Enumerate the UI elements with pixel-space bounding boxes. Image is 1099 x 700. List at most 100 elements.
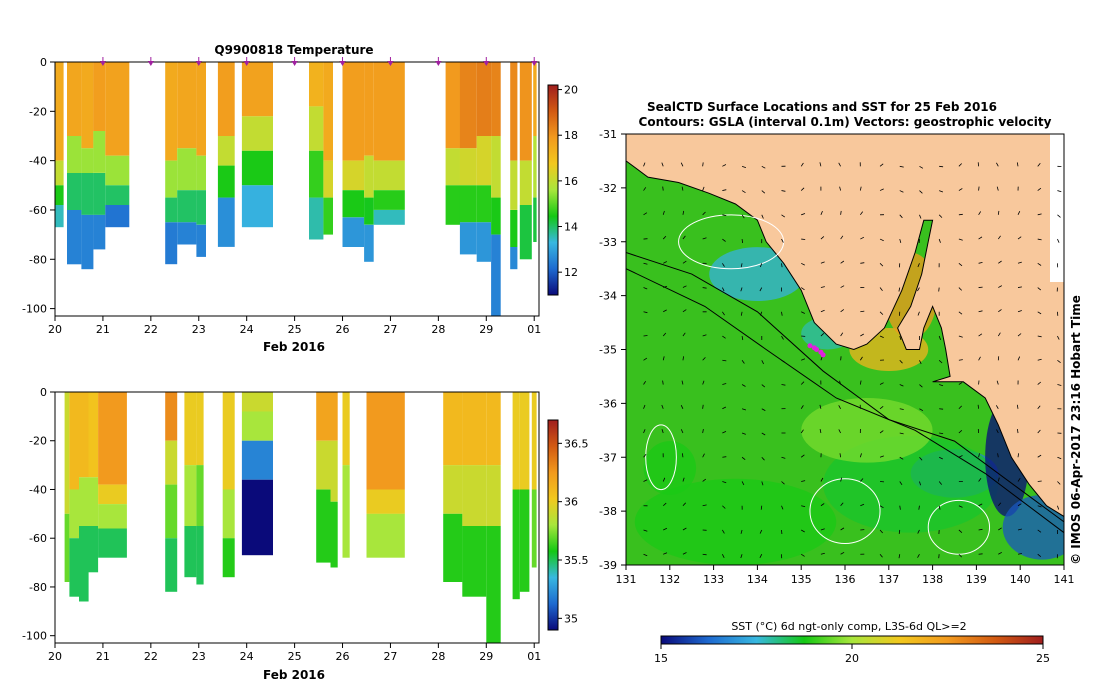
x-tick-label: 24 <box>240 650 254 663</box>
profile-segment <box>242 392 273 412</box>
profile-segment <box>533 198 536 242</box>
profile-segment <box>177 222 196 244</box>
profile-segment <box>323 161 333 198</box>
profile-segment <box>105 62 129 156</box>
sst-map-chart: SealCTD Surface Locations and SST for 25… <box>599 100 1083 665</box>
seal-position <box>807 343 812 348</box>
profile-segment <box>446 62 460 148</box>
x-tick-label: 21 <box>96 323 110 336</box>
figure-canvas: Q9900818 Temperature 20 21 22 23 24 25 26 27 28 2… <box>0 0 1099 700</box>
profile-segment <box>67 173 81 210</box>
profile-segment <box>105 156 129 186</box>
profile-segment <box>343 465 350 558</box>
x-tick-label: 141 <box>1054 573 1075 586</box>
velocity-vector <box>722 457 726 458</box>
profile-segment <box>98 392 127 485</box>
profile-segment <box>218 198 235 247</box>
x-tick-label: 21 <box>96 650 110 663</box>
profile-segment <box>460 62 477 148</box>
y-tick-label: 0 <box>40 56 47 69</box>
profile-segment <box>89 392 99 477</box>
profile-segment <box>55 62 64 161</box>
profile-segment <box>460 148 477 185</box>
profile-segment <box>316 490 330 563</box>
profile-segment <box>184 465 196 526</box>
colorbar-tick-label: 12 <box>564 266 578 279</box>
profile-segment <box>242 185 273 227</box>
x-tick-label: 138 <box>922 573 943 586</box>
profile-segment <box>105 205 129 227</box>
profile-segment <box>532 392 537 490</box>
x-tick-label: 28 <box>431 323 445 336</box>
x-tick-label: 132 <box>659 573 680 586</box>
profile-segment <box>316 441 330 490</box>
x-tick-label: 25 <box>288 650 302 663</box>
profile-segment <box>374 210 405 225</box>
x-tick-label: 133 <box>703 573 724 586</box>
profile-segment <box>491 136 501 198</box>
velocity-vector <box>644 336 648 337</box>
colorbar-tick-label: 18 <box>564 129 578 142</box>
temperature-chart-title: Q9900818 Temperature <box>214 43 373 57</box>
profile-segment <box>510 161 517 210</box>
profile-segment <box>218 136 235 166</box>
profile-segment <box>331 441 338 502</box>
profile-segment <box>196 225 206 257</box>
colorbar-tick-label: 16 <box>564 175 578 188</box>
x-tick-label: 136 <box>835 573 856 586</box>
profile-segment <box>93 62 105 131</box>
y-tick-label: -100 <box>22 303 47 316</box>
profile-segment <box>520 62 532 161</box>
x-tick-label: 26 <box>336 650 350 663</box>
profile-segment <box>532 490 537 568</box>
x-tick-label: 131 <box>616 573 637 586</box>
colorbar-ramp <box>548 85 558 295</box>
y-tick-label: -60 <box>29 204 47 217</box>
profile-segment <box>316 392 330 441</box>
y-tick-label: -35 <box>599 344 617 357</box>
velocity-vector <box>899 530 900 534</box>
profile-segment <box>165 198 177 223</box>
colorbar-tick-label: 36 <box>564 496 578 509</box>
velocity-vector <box>663 187 664 191</box>
velocity-vector <box>703 162 704 166</box>
profile-segment <box>177 190 196 222</box>
profile-segment <box>69 490 79 539</box>
profile-segment <box>323 62 333 161</box>
profile-segment <box>460 222 477 254</box>
profile-segment <box>242 62 273 116</box>
profile-marker <box>292 61 298 66</box>
profile-segment <box>510 247 517 269</box>
profile-segment <box>486 392 500 465</box>
profile-segment <box>67 62 81 136</box>
profile-segment <box>520 490 530 592</box>
profile-segment <box>196 465 203 526</box>
velocity-vector <box>959 214 963 215</box>
land-mask-gap <box>1050 134 1064 282</box>
profile-segment <box>510 210 517 247</box>
profile-segment <box>218 62 235 136</box>
profile-segment <box>89 526 99 572</box>
profile-segment <box>309 62 323 106</box>
x-tick-label: 22 <box>144 323 158 336</box>
x-tick-label: 140 <box>1010 573 1031 586</box>
profile-segment <box>309 151 323 198</box>
profile-marker <box>435 61 441 66</box>
profile-segment <box>343 392 350 465</box>
profile-segment <box>69 538 79 597</box>
profile-segment <box>165 485 177 539</box>
x-tick-label: 01 <box>527 650 541 663</box>
x-tick-label: 27 <box>383 650 397 663</box>
profile-segment <box>460 185 477 222</box>
profile-marker <box>148 61 154 66</box>
profile-segment <box>364 225 374 262</box>
salinity-profiles <box>65 392 537 643</box>
profile-segment <box>513 490 520 600</box>
profile-segment <box>491 235 501 316</box>
y-tick-label: -20 <box>29 435 47 448</box>
profile-segment <box>165 62 177 161</box>
temperature-colorbar: 12 14 16 18 20 <box>548 84 578 295</box>
profile-segment <box>477 136 491 185</box>
temperature-section-chart: Q9900818 Temperature 20 21 22 23 24 25 26 27 28 2… <box>22 43 578 354</box>
temperature-xlabel: Feb 2016 <box>263 340 325 354</box>
